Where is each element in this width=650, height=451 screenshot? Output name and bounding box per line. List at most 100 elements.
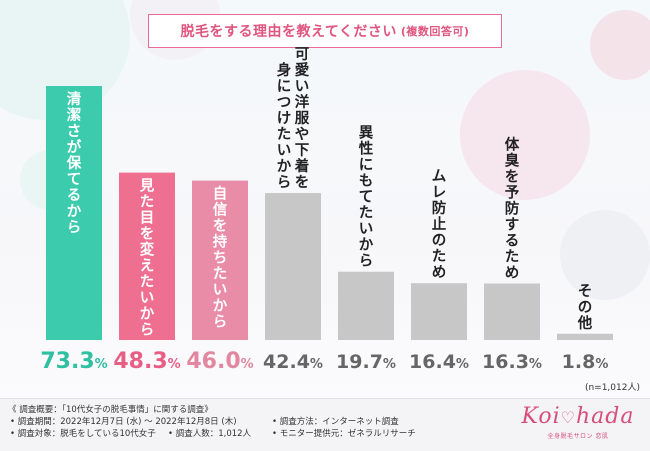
category-label-char: か [67, 203, 82, 220]
value-label-4: 42.4% [263, 351, 323, 373]
value-label-6: 16.4% [409, 351, 469, 373]
value-label-3: 46.0% [186, 349, 253, 374]
decor-circle [460, 70, 590, 200]
category-label-char: 着 [294, 157, 310, 175]
category-label-char: て [359, 190, 374, 206]
chart-area [0, 0, 650, 398]
brand-logo: Koi♡hada 全身脱毛サロン 恋肌 [518, 404, 638, 444]
chart-title-sub: (複数回答可) [400, 25, 470, 38]
survey-footer: 《 調査概要：「10代女子の脱毛事情」に関する調査》 • 調査期間：2022年1… [0, 398, 650, 451]
category-label-char: 変 [140, 241, 155, 259]
logo-text-right: hada [576, 404, 635, 429]
chart-title: 脱毛をする理由を教えてください (複数回答可) [148, 14, 502, 48]
category-label-char: 性 [359, 140, 374, 158]
category-label-char: 洋 [295, 93, 310, 111]
category-label-char: た [277, 126, 292, 143]
category-label-char: た [359, 205, 374, 222]
bar-chart: 清潔さが保てるから73.3%見た目を変えたいから48.3%自信を持ちたいから46… [40, 46, 640, 393]
category-label-char: さ [67, 123, 82, 140]
category-label-char: た [432, 248, 447, 265]
category-label-char: け [277, 110, 292, 127]
category-label-char: か [359, 237, 374, 254]
category-label-char: い [140, 291, 155, 307]
category-label-char: 体 [505, 136, 520, 154]
category-label-char: た [505, 249, 520, 266]
category-label-char: に [359, 158, 374, 174]
category-label-char: を [295, 174, 310, 191]
category-label-char: に [277, 79, 292, 95]
category-label-char: 防 [432, 199, 447, 217]
footer-target-text: 調査対象：脱毛をしている10代女子 [17, 429, 156, 439]
footer-target: • 調査対象：脱毛をしている10代女子 [10, 429, 156, 439]
category-label-char: か [140, 306, 155, 323]
category-label-char: め [432, 264, 447, 281]
category-label-char: 自 [213, 185, 228, 203]
category-label-char: る [67, 188, 82, 204]
category-label-char: 異 [359, 125, 374, 142]
category-label-char: か [213, 298, 228, 315]
category-label-char: ら [140, 322, 155, 339]
footer-period: • 調査期間：2022年12月7日 (水) 〜 2022年12月8日 (木) [10, 417, 237, 427]
bar-1 [46, 86, 102, 340]
bar-6 [411, 283, 467, 340]
bar-4 [265, 193, 321, 340]
footer-method-text: 調査方法：インターネット調査 [279, 417, 399, 427]
category-label-char: て [67, 172, 82, 188]
category-label-char: い [295, 79, 310, 95]
category-label-char: す [505, 217, 520, 234]
bar-7 [484, 283, 540, 340]
category-label-char: を [213, 218, 228, 235]
category-label-char: も [359, 173, 374, 190]
value-label-7: 16.3% [482, 351, 542, 373]
chart-title-main: 脱毛をする理由を教えてください [180, 24, 397, 40]
category-label-char: ら [67, 219, 82, 236]
category-label-char: め [505, 265, 520, 282]
category-label-char: い [277, 143, 292, 159]
category-label-char: や [295, 126, 310, 143]
logo-text-left: Koi [521, 404, 561, 429]
category-label-char: が [67, 138, 82, 156]
category-label-char: た [213, 266, 228, 283]
category-label-char: そ [578, 284, 593, 300]
category-label-char: ら [359, 253, 374, 270]
category-label-char: た [140, 274, 155, 291]
category-label-char: つ [277, 95, 292, 111]
category-label-char: レ [432, 185, 447, 201]
category-label-char: 止 [432, 215, 447, 233]
footer-provider: • モニター提供元：ゼネラルリサーチ [272, 429, 416, 439]
footer-heading: 《 調査概要：「10代女子の脱毛事情」に関する調査》 [8, 405, 213, 415]
footer-count: • 調査人数：1,012人 [168, 429, 252, 439]
footer-period-text: 調査期間：2022年12月7日 (水) 〜 2022年12月8日 (木) [17, 417, 237, 427]
category-label-char: を [140, 226, 155, 243]
category-label-char: え [140, 258, 155, 275]
heart-icon: ♡ [560, 408, 576, 427]
bar-8 [557, 333, 613, 340]
category-label-char: 服 [295, 110, 310, 127]
category-label-char: 防 [505, 200, 520, 218]
decor-circle [560, 210, 650, 300]
category-label-char: 持 [213, 233, 228, 251]
sample-size-note: (n=1,012人) [585, 382, 640, 393]
value-label-1: 73.3% [40, 349, 107, 374]
category-label-char: ら [213, 314, 228, 331]
category-label-char: の [578, 300, 593, 316]
category-label-char: ム [432, 169, 447, 185]
bar-2 [119, 172, 175, 340]
category-label-char: 予 [505, 185, 520, 202]
category-label-char: 清 [67, 90, 82, 108]
category-label-char: 目 [140, 210, 155, 227]
footer-count-text: 調査人数：1,012人 [175, 429, 252, 439]
bar-3 [192, 180, 248, 340]
category-label-char: る [505, 234, 520, 250]
category-label-char: 保 [66, 154, 82, 172]
footer-provider-text: モニター提供元：ゼネラルリサーチ [279, 429, 416, 439]
category-label-char: 潔 [67, 106, 82, 124]
value-label-5: 19.7% [336, 351, 396, 373]
value-label-2: 48.3% [113, 349, 180, 374]
category-label-char: 下 [295, 142, 310, 159]
category-label-char: 臭 [505, 152, 520, 170]
category-label-char: 信 [213, 201, 228, 219]
category-label-char: ち [213, 250, 228, 267]
decor-circle [590, 10, 650, 80]
category-label-char: い [359, 222, 374, 238]
